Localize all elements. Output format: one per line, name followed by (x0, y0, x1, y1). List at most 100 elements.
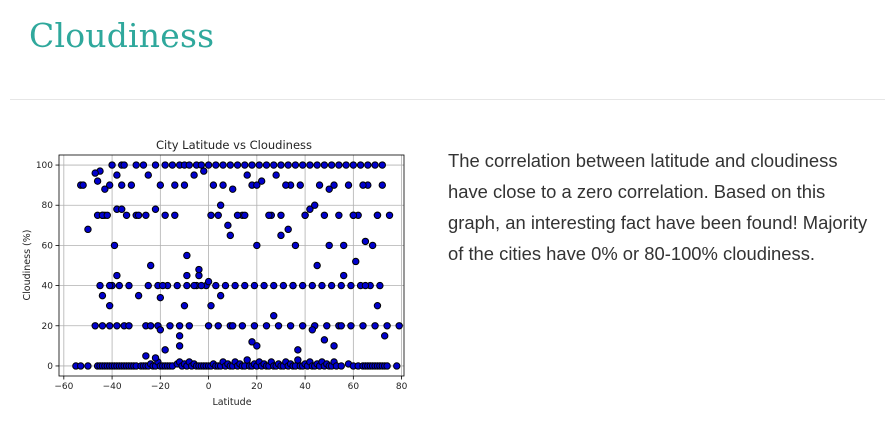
data-point (185, 161, 193, 169)
data-point (277, 211, 285, 219)
data-point (98, 291, 107, 300)
data-point (356, 161, 365, 169)
data-point (229, 185, 237, 193)
data-point (344, 181, 353, 189)
x-axis-label: Latitude (212, 397, 251, 408)
data-point (337, 322, 345, 330)
data-point (286, 322, 295, 330)
data-point (395, 322, 403, 330)
data-point (330, 181, 338, 189)
chart-title: City Latitude vs Cloudiness (156, 138, 312, 152)
data-point (151, 161, 160, 169)
data-point (320, 211, 329, 219)
chart-container: City Latitude vs Cloudiness −60 −40 −20 0 20… (20, 134, 412, 412)
data-point (364, 161, 372, 169)
data-point (175, 342, 184, 350)
data-point (325, 241, 333, 250)
data-point (291, 161, 300, 169)
data-point (93, 177, 102, 185)
data-point (393, 362, 401, 370)
data-point (378, 181, 386, 189)
data-point (161, 211, 169, 219)
data-point (79, 181, 87, 189)
data-point (144, 281, 152, 290)
data-point (91, 322, 99, 330)
data-point (175, 322, 184, 330)
data-point (339, 271, 348, 280)
data-point (347, 281, 355, 290)
data-point (221, 281, 230, 290)
data-point (190, 171, 198, 179)
data-point (318, 281, 326, 290)
data-point (197, 281, 206, 290)
data-point (120, 161, 128, 169)
data-point (294, 346, 302, 354)
chart-points (72, 161, 403, 370)
data-point (349, 161, 358, 169)
data-point (376, 281, 384, 290)
data-point (183, 271, 191, 280)
data-point (233, 211, 242, 219)
data-point (216, 201, 225, 209)
data-point (91, 169, 99, 177)
data-point (250, 322, 259, 330)
data-point (115, 281, 124, 290)
data-point (248, 161, 256, 169)
data-point (253, 181, 261, 189)
data-point (105, 301, 114, 310)
data-point (224, 221, 232, 230)
data-point (185, 322, 193, 330)
x-tick-label: −20 (151, 382, 170, 392)
data-point (122, 211, 131, 219)
data-point (103, 211, 111, 219)
data-point (142, 211, 150, 219)
data-point (262, 161, 271, 169)
data-point (195, 271, 203, 280)
analysis-text: The correlation between latitude and clo… (448, 150, 868, 264)
data-point (361, 237, 370, 246)
data-point (243, 356, 251, 364)
data-point (229, 322, 237, 330)
data-point (113, 171, 121, 179)
data-point (195, 265, 203, 274)
data-point (108, 161, 116, 169)
data-point (132, 161, 140, 169)
data-point (151, 354, 160, 362)
data-point (105, 181, 114, 189)
data-point (171, 211, 179, 219)
data-point (207, 211, 215, 219)
data-point (272, 171, 280, 179)
data-point (241, 281, 249, 290)
data-point (118, 181, 126, 189)
data-point (183, 281, 191, 290)
page-title: Cloudiness (29, 16, 215, 55)
data-point (77, 362, 85, 370)
data-point (243, 171, 251, 179)
data-point (265, 211, 273, 219)
data-point (125, 322, 133, 330)
data-point (298, 322, 307, 330)
data-point (294, 356, 302, 364)
data-point (134, 211, 143, 219)
x-tick-label: 0 (206, 382, 212, 392)
data-point (146, 261, 155, 270)
data-point (296, 181, 304, 189)
data-point (330, 342, 338, 350)
data-point (212, 161, 220, 169)
data-point (308, 326, 317, 334)
y-tick-label: 0 (47, 362, 53, 372)
data-point (383, 322, 391, 330)
x-tick-label: 60 (348, 382, 360, 392)
data-point (250, 281, 259, 290)
data-point (361, 281, 370, 290)
data-point (320, 336, 329, 344)
divider (10, 99, 885, 100)
data-point (298, 161, 307, 169)
data-point (313, 161, 321, 169)
plot-frame (58, 154, 405, 377)
data-point (378, 161, 386, 169)
y-tick-label: 20 (42, 322, 54, 332)
data-point (241, 211, 249, 219)
data-point (335, 161, 343, 169)
data-point (315, 181, 324, 189)
